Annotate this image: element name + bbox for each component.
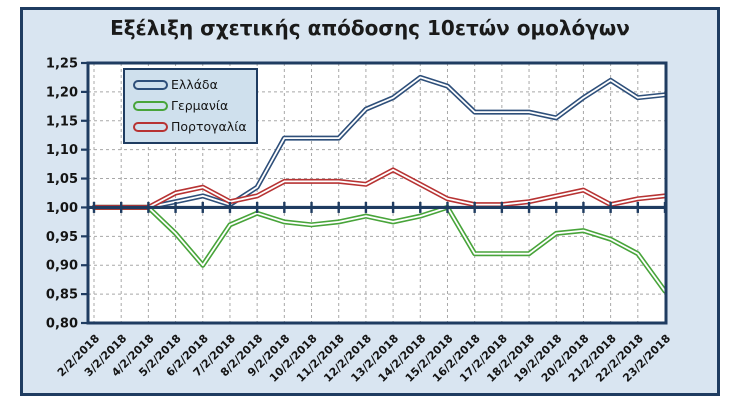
y-axis-label: 1,00 (46, 201, 78, 216)
legend: Ελλάδα Γερμανία Πορτογαλία (123, 68, 258, 144)
series-greece-line-core (93, 76, 666, 209)
y-axis-label: 1,15 (46, 114, 78, 129)
legend-line-swatch-germany (133, 100, 168, 111)
series-portugal-line-core (93, 169, 666, 209)
legend-line-swatch-greece (133, 79, 168, 90)
y-axis-label: 0,80 (46, 317, 78, 332)
y-axis-label: 0,90 (46, 259, 78, 274)
series-germany-line-core (93, 206, 666, 293)
legend-item-portugal: Πορτογαλία (133, 119, 247, 134)
y-axis-label: 1,25 (46, 57, 78, 72)
y-axis-label: 0,85 (46, 288, 78, 303)
chart-title: Εξέλιξη σχετικής απόδοσης 10ετών ομολόγω… (110, 16, 630, 40)
y-axis-label: 0,95 (46, 230, 78, 245)
legend-label: Πορτογαλία (171, 119, 247, 134)
legend-line-swatch-portugal (133, 121, 168, 132)
legend-label: Ελλάδα (171, 77, 218, 92)
chart-frame: Εξέλιξη σχετικής απόδοσης 10ετών ομολόγω… (20, 7, 720, 396)
legend-item-greece: Ελλάδα (133, 77, 247, 92)
y-axis-label: 1,05 (46, 172, 78, 187)
legend-label: Γερμανία (171, 98, 229, 113)
y-axis-label: 1,10 (46, 143, 78, 158)
legend-item-germany: Γερμανία (133, 98, 247, 113)
y-axis-label: 1,20 (46, 85, 78, 100)
plot-border (86, 61, 668, 325)
